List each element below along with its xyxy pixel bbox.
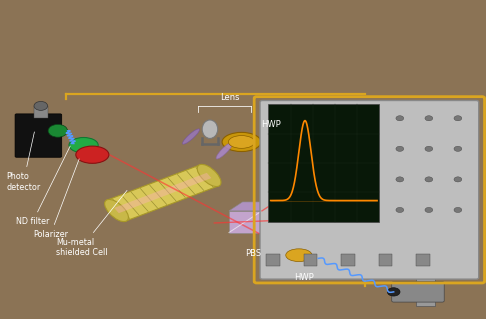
Circle shape <box>425 177 433 182</box>
Text: HWP: HWP <box>261 120 280 129</box>
Ellipse shape <box>69 137 98 153</box>
Ellipse shape <box>279 246 318 265</box>
Circle shape <box>396 207 404 212</box>
Circle shape <box>454 146 462 152</box>
Circle shape <box>387 288 400 296</box>
Text: ND filter: ND filter <box>16 146 70 226</box>
Text: Polarizer: Polarizer <box>33 159 79 239</box>
Bar <box>341 254 355 266</box>
Text: Lens: Lens <box>220 93 239 102</box>
Ellipse shape <box>104 199 128 222</box>
Bar <box>304 254 317 266</box>
Text: Mu-metal
shielded Cell: Mu-metal shielded Cell <box>56 190 127 257</box>
Text: HWP: HWP <box>294 273 313 282</box>
Ellipse shape <box>76 146 109 163</box>
Circle shape <box>425 146 433 152</box>
Ellipse shape <box>216 142 233 159</box>
Bar <box>379 254 392 266</box>
Polygon shape <box>114 173 211 213</box>
Circle shape <box>454 177 462 182</box>
Polygon shape <box>262 202 276 233</box>
Circle shape <box>48 124 68 137</box>
FancyBboxPatch shape <box>392 282 444 302</box>
Circle shape <box>425 207 433 212</box>
Ellipse shape <box>228 136 255 148</box>
Circle shape <box>34 101 48 110</box>
Bar <box>268 104 380 222</box>
FancyBboxPatch shape <box>15 114 62 157</box>
Ellipse shape <box>286 249 312 262</box>
Text: Photo
detector: Photo detector <box>6 132 40 191</box>
Circle shape <box>454 207 462 212</box>
Circle shape <box>396 177 404 182</box>
Bar <box>34 106 48 118</box>
Ellipse shape <box>202 120 218 138</box>
FancyBboxPatch shape <box>260 100 479 279</box>
Polygon shape <box>229 211 262 233</box>
Ellipse shape <box>197 164 221 187</box>
Polygon shape <box>229 202 276 211</box>
Bar <box>416 278 435 306</box>
Circle shape <box>425 116 433 121</box>
Polygon shape <box>107 165 218 221</box>
Circle shape <box>454 116 462 121</box>
Circle shape <box>396 146 404 152</box>
Ellipse shape <box>183 129 199 144</box>
Bar <box>266 254 280 266</box>
Circle shape <box>396 116 404 121</box>
Ellipse shape <box>222 132 261 152</box>
Bar <box>416 254 430 266</box>
Text: PBS: PBS <box>244 249 261 258</box>
